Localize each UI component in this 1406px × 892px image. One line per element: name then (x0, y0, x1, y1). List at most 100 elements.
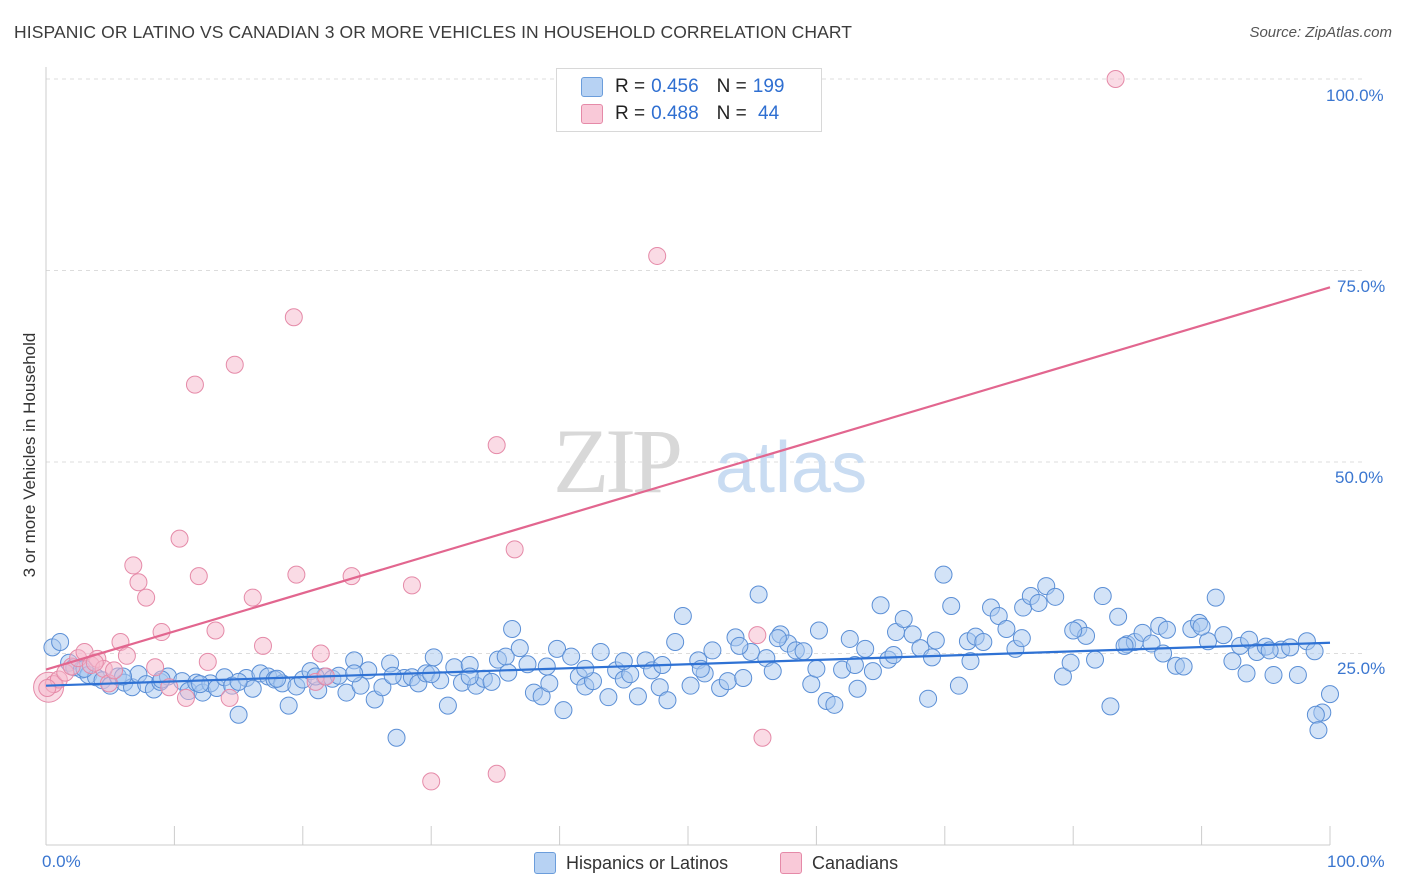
hispanics-point-47 (387, 728, 406, 747)
hispanics-point-142 (1109, 607, 1128, 626)
legend-swatch-blue (581, 77, 603, 97)
canadians-point-36 (402, 576, 421, 595)
hispanics-point-102 (794, 642, 813, 661)
hispanics-point-70 (554, 701, 573, 720)
hispanics-point-191 (383, 666, 402, 685)
hispanics-point-104 (809, 621, 828, 640)
grid-lines (46, 78, 1366, 654)
hispanics-point-116 (903, 625, 922, 644)
hispanics-point-85 (666, 633, 685, 652)
correlation-legend: R = 0.456 N = 199 R = 0.488 N = 44 (556, 68, 822, 132)
canadians-point-38 (487, 436, 506, 455)
chart-title: HISPANIC OR LATINO VS CANADIAN 3 OR MORE… (14, 22, 853, 42)
hispanics-point-52 (424, 648, 443, 667)
y-tick-label-100: 100.0% (1326, 86, 1384, 105)
hispanics-trend-line (45, 641, 1331, 687)
hispanics-point-175 (1012, 629, 1031, 648)
hispanics-point-156 (1223, 652, 1242, 671)
hispanics-point-25 (229, 705, 248, 724)
hispanics-point-155 (1214, 626, 1233, 645)
hispanics-point-171 (1192, 617, 1211, 636)
canadians-point-40 (505, 540, 524, 559)
hispanics-point-94 (734, 669, 753, 688)
hispanics-point-108 (840, 629, 859, 648)
hispanics-point-174 (1064, 621, 1083, 640)
legend-row-hispanics: R = 0.456 N = 199 (581, 74, 784, 100)
hispanics-point-154 (1206, 588, 1225, 607)
canadians-point-42 (748, 626, 767, 645)
hispanics-point-32 (279, 696, 298, 715)
canadians-point-43 (753, 728, 772, 747)
canadians-point-41 (648, 246, 667, 265)
bottom-legend-hispanics: Hispanics or Latinos (534, 852, 728, 874)
hispanics-point-128 (997, 619, 1016, 638)
hispanics-point-182 (730, 636, 749, 655)
hispanics-point-80 (628, 687, 647, 706)
hispanics-point-169 (1260, 641, 1279, 660)
bottom-legend-label-hispanics: Hispanics or Latinos (566, 852, 729, 873)
y-tick-label-25: 25.0% (1337, 659, 1386, 678)
canadians-point-22 (185, 375, 204, 394)
hispanics-point-200 (1306, 705, 1325, 724)
y-tick-label-75: 75.0% (1337, 277, 1386, 296)
hispanics-point-140 (1093, 587, 1112, 606)
canadians-point-45 (38, 678, 57, 697)
canadians-point-31 (287, 565, 306, 584)
hispanics-point-84 (658, 691, 677, 710)
hispanics-point-103 (802, 675, 821, 694)
hispanics-point-192 (345, 664, 364, 683)
hispanics-point-170 (1237, 664, 1256, 683)
series-hispanics-points (43, 565, 1339, 747)
hispanics-point-76 (599, 688, 618, 707)
hispanics-point-187 (537, 657, 556, 676)
canadians-point-21 (176, 688, 195, 707)
watermark-atlas: atlas (715, 428, 867, 508)
hispanics-point-179 (845, 655, 864, 674)
bottom-legend-swatch-pink (780, 852, 802, 874)
canadians-point-19 (160, 678, 179, 697)
hispanics-point-92 (718, 672, 737, 691)
hispanics-point-71 (562, 647, 581, 666)
hispanics-point-106 (825, 695, 844, 714)
canadians-point-11 (105, 661, 124, 680)
hispanics-point-112 (871, 596, 890, 615)
hispanics-point-125 (974, 633, 993, 652)
source-note: Source: ZipAtlas.com (1249, 24, 1392, 41)
canadians-point-24 (198, 652, 217, 671)
hispanics-point-201 (1309, 721, 1328, 740)
canadians-point-25 (206, 621, 225, 640)
hispanics-point-141 (1101, 697, 1120, 716)
hispanics-point-119 (926, 631, 945, 650)
canadians-point-23 (189, 567, 208, 586)
hispanics-point-120 (934, 565, 953, 584)
hispanics-point-68 (540, 674, 559, 693)
canadians-point-15 (129, 573, 148, 592)
hispanics-point-98 (763, 662, 782, 681)
axes (45, 67, 1331, 846)
canadians-point-20 (170, 529, 189, 548)
series-canadians-points (33, 70, 1125, 791)
canadians-point-30 (284, 308, 303, 327)
hispanics-point-132 (1029, 593, 1048, 612)
canadians-point-33 (311, 644, 330, 663)
hispanics-point-195 (229, 672, 248, 691)
legend-row-canadians: R = 0.488 N = 44 (581, 101, 779, 127)
hispanics-point-69 (548, 639, 567, 658)
hispanics-point-163 (1281, 638, 1300, 657)
legend-n-label: N = (716, 103, 747, 124)
hispanics-point-190 (422, 665, 441, 684)
hispanics-point-90 (703, 641, 722, 660)
hispanics-point-118 (919, 689, 938, 708)
legend-r-value: 0.488 (651, 103, 699, 124)
bottom-legend-swatch-blue (534, 852, 556, 874)
canadians-point-27 (225, 355, 244, 374)
canadians-point-17 (146, 658, 165, 677)
watermark-zip: ZIP (553, 410, 680, 512)
hispanics-point-122 (949, 676, 968, 695)
canadians-point-14 (124, 556, 143, 575)
legend-n-value: 199 (752, 76, 785, 97)
bottom-legend-canadians: Canadians (780, 852, 898, 874)
y-axis-label: 3 or more Vehicles in Household (20, 332, 39, 578)
legend-n-value: 44 (752, 103, 780, 124)
